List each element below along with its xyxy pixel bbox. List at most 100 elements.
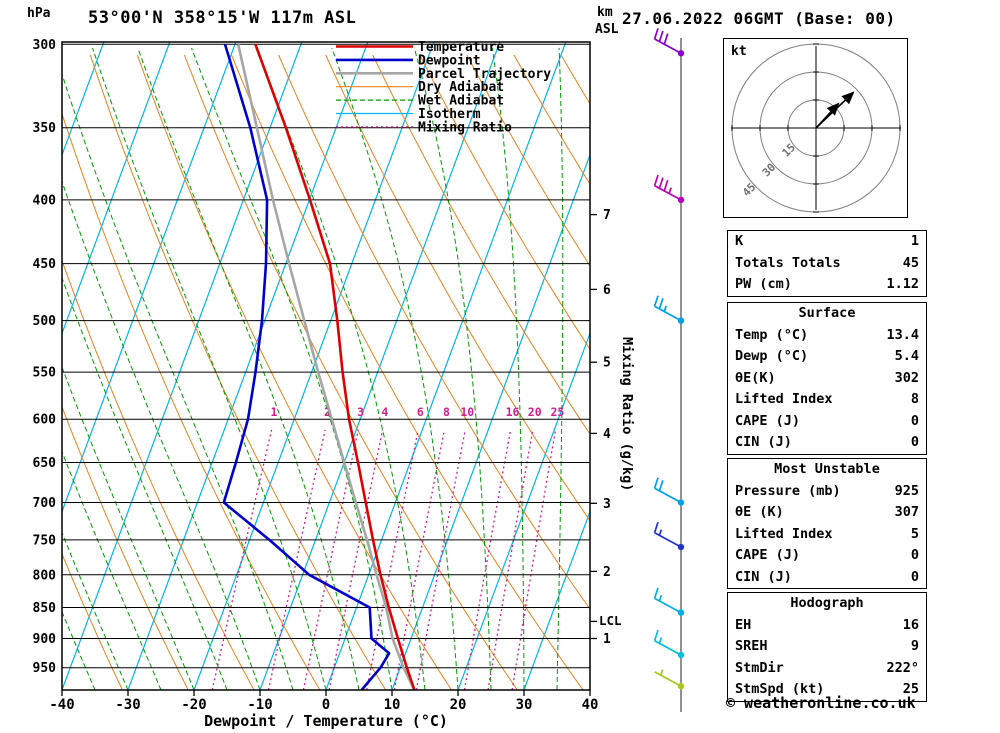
table-row: StmSpd (kt) 25 <box>728 679 926 701</box>
svg-text:7: 7 <box>603 208 611 223</box>
svg-text:400: 400 <box>33 193 57 208</box>
stat-label: SREH <box>735 638 768 654</box>
table-row: CAPE (J) 0 <box>728 545 926 567</box>
stat-label: Lifted Index <box>735 525 833 542</box>
stat-value: 0 <box>910 434 919 450</box>
stat-value: 16 <box>902 616 919 633</box>
table-row: EH 16 <box>728 615 926 637</box>
svg-text:-30: -30 <box>115 697 140 713</box>
km-tick-labels: 1 2 3 4 5 6 7 <box>590 208 611 647</box>
svg-text:900: 900 <box>33 632 57 647</box>
svg-text:4: 4 <box>381 405 388 419</box>
legend-label: Mixing Ratio <box>418 120 512 135</box>
page-title: 53°00'N 358°15'W 117m ASL <box>88 8 357 28</box>
svg-text:600: 600 <box>33 413 57 428</box>
stat-label: CAPE (J) <box>735 547 801 563</box>
svg-text:6: 6 <box>417 405 424 419</box>
stat-label: K <box>735 233 744 249</box>
legend-label: Dry Adiabat <box>418 80 504 95</box>
dewpoint-curve <box>222 43 391 690</box>
svg-text:700: 700 <box>33 496 57 511</box>
svg-text:1: 1 <box>603 632 611 647</box>
hodograph-wind-vector <box>815 102 840 129</box>
mixing-ratio-lines <box>211 429 557 690</box>
wind-barb <box>653 477 685 506</box>
table-row: Totals Totals 45 <box>728 253 926 275</box>
stat-value: 302 <box>894 369 919 386</box>
mixing-ratio-axis-label: Mixing Ratio (g/kg) <box>619 337 635 492</box>
parcel-trajectory-curve <box>236 44 416 690</box>
table-row: Lifted Index 8 <box>728 389 926 411</box>
svg-text:16: 16 <box>506 405 520 419</box>
table-row: CAPE (J) 0 <box>728 411 926 433</box>
stat-label: CAPE (J) <box>735 412 801 429</box>
altitude-axis-unit-km: km <box>597 5 613 20</box>
svg-text:30: 30 <box>516 697 533 713</box>
copyright: © weatheronline.co.uk <box>726 694 916 712</box>
svg-text:-40: -40 <box>49 697 74 713</box>
pressure-grid-lines <box>62 43 590 669</box>
indices-summary-table: K 1 Totals Totals 45 PW (cm) 1.12 <box>727 230 927 297</box>
stat-value: 307 <box>894 504 919 520</box>
pressure-tick-labels: 300 350 400 450 500 550 600 650 700 750 800 850 900 9… <box>33 38 57 676</box>
temperature-axis-label: Dewpoint / Temperature (°C) <box>204 712 448 730</box>
svg-text:10: 10 <box>460 405 474 419</box>
svg-text:8: 8 <box>443 405 450 419</box>
sounding-profiles <box>222 43 416 690</box>
svg-text:450: 450 <box>33 257 57 272</box>
table-row: Pressure (mb) 925 <box>728 481 926 503</box>
table-row: θE (K) 307 <box>728 502 926 524</box>
stat-value: 1.12 <box>886 276 919 292</box>
stat-label: EH <box>735 616 752 633</box>
table-row: θE(K) 302 <box>728 368 926 390</box>
stat-label: Pressure (mb) <box>735 482 841 499</box>
svg-text:750: 750 <box>33 533 57 548</box>
wind-barb-column <box>653 28 685 712</box>
svg-text:25: 25 <box>550 405 564 419</box>
svg-text:20: 20 <box>450 697 467 713</box>
svg-text:1: 1 <box>271 405 278 419</box>
stat-value: 8 <box>910 391 919 407</box>
wind-barb <box>653 295 685 324</box>
svg-text:3: 3 <box>357 405 364 419</box>
datetime-label: 27.06.2022 06GMT (Base: 00) <box>622 9 896 28</box>
stat-label: PW (cm) <box>735 276 792 292</box>
svg-text:0: 0 <box>322 697 330 713</box>
legend-label: Wet Adiabat <box>418 94 504 109</box>
stat-value: 222° <box>886 659 919 676</box>
stat-value: 5 <box>910 525 919 542</box>
temperature-tick-labels: -40 -30 -20 -10 0 10 20 30 40 <box>49 690 598 713</box>
stat-value: 925 <box>894 482 919 499</box>
stat-label: Lifted Index <box>735 391 833 407</box>
wind-barb <box>653 174 685 204</box>
svg-text:850: 850 <box>33 601 57 616</box>
svg-text:40: 40 <box>582 697 599 713</box>
svg-text:5: 5 <box>603 356 611 371</box>
svg-text:950: 950 <box>33 661 57 676</box>
table-row: CIN (J) 0 <box>728 567 926 589</box>
legend-label: Isotherm <box>418 107 481 122</box>
legend-label: Temperature <box>418 40 504 55</box>
table-row: CIN (J) 0 <box>728 432 926 454</box>
stat-label: CIN (J) <box>735 568 792 585</box>
svg-text:6: 6 <box>603 283 611 298</box>
table-title: Surface <box>798 305 856 321</box>
altitude-axis-unit-asl: ASL <box>595 22 619 37</box>
svg-text:2: 2 <box>324 405 331 419</box>
table-row: Dewp (°C) 5.4 <box>728 346 926 368</box>
stat-label: CIN (J) <box>735 434 792 450</box>
wind-barb <box>653 629 685 659</box>
pressure-axis-unit: hPa <box>27 6 51 21</box>
wet-adiabat-lines <box>62 47 590 690</box>
svg-text:10: 10 <box>384 697 401 713</box>
table-row: Lifted Index 5 <box>728 524 926 546</box>
lcl-label: LCL <box>599 613 622 628</box>
stat-label: Dewp (°C) <box>735 348 809 364</box>
svg-text:800: 800 <box>33 568 57 583</box>
wind-barb <box>654 669 685 690</box>
hodograph-unit-label: kt <box>731 44 747 59</box>
